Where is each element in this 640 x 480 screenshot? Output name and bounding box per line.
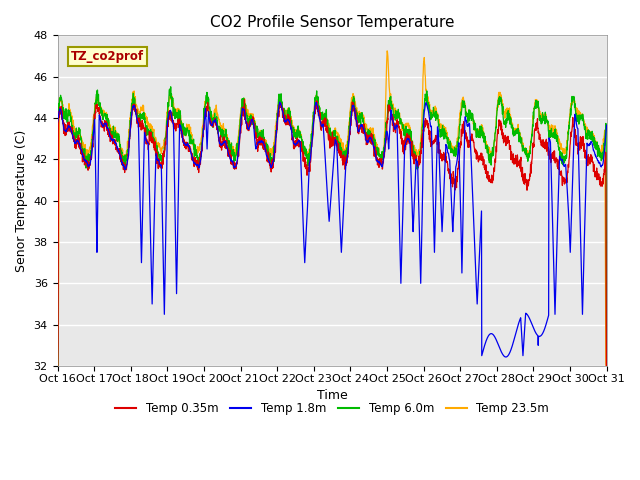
Legend: Temp 0.35m, Temp 1.8m, Temp 6.0m, Temp 23.5m: Temp 0.35m, Temp 1.8m, Temp 6.0m, Temp 2… — [110, 397, 554, 420]
Text: TZ_co2prof: TZ_co2prof — [71, 50, 145, 63]
X-axis label: Time: Time — [317, 389, 348, 402]
Y-axis label: Senor Temperature (C): Senor Temperature (C) — [15, 130, 28, 272]
Title: CO2 Profile Sensor Temperature: CO2 Profile Sensor Temperature — [210, 15, 454, 30]
